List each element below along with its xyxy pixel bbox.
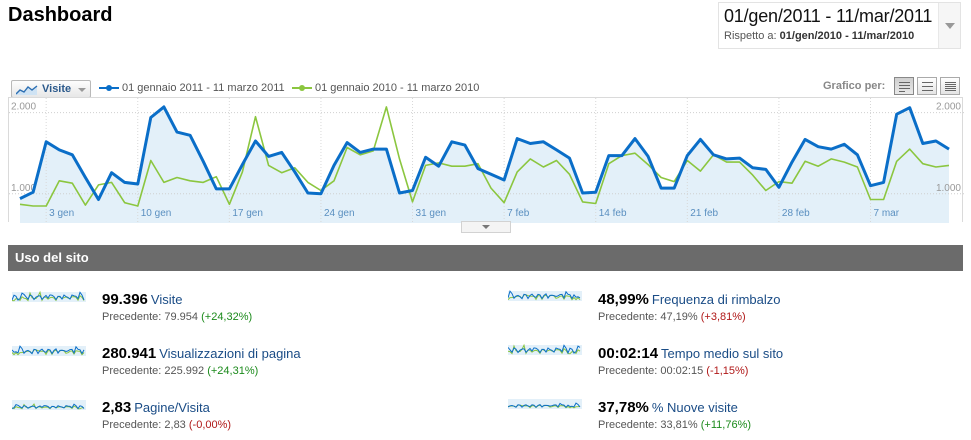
change-percent: (-1,15%) <box>706 365 749 377</box>
metric-previous: Precedente: 79.954 (+24,32%) <box>102 311 252 323</box>
x-tick-label: 10 gen <box>141 208 172 219</box>
metric-link-visits[interactable]: Visite <box>150 292 183 307</box>
metric-selector[interactable]: Visite <box>11 80 91 98</box>
metric-link-pageviews[interactable]: Visualizzazioni di pagina <box>159 346 301 361</box>
week-view-button[interactable] <box>917 77 937 95</box>
metric-bounce-rate: 48,99% Frequenza di rimbalzo Precedente: 4… <box>508 289 948 329</box>
date-range-value[interactable]: 01/gen/2011 - 11/mar/2011 <box>724 6 933 26</box>
metric-previous: Precedente: 47,19% (+3,81%) <box>598 311 746 323</box>
y-tick-label-right: 1.000 <box>936 183 961 194</box>
legend-current: 01 gennaio 2011 - 11 marzo 2011 <box>99 82 285 94</box>
change-percent: (+11,76%) <box>700 419 752 431</box>
metric-link-bounce-rate[interactable]: Frequenza di rimbalzo <box>651 292 781 307</box>
date-range-dropdown-arrow-icon[interactable] <box>938 3 960 48</box>
metric-previous: Precedente: 00:02:15 (-1,15%) <box>598 365 748 377</box>
previous-value: 2,83 <box>164 419 186 431</box>
x-tick-label: 7 feb <box>507 208 530 219</box>
x-tick-label: 31 gen <box>416 208 447 219</box>
sparkline-avg-time-on-site <box>508 343 582 355</box>
month-view-button[interactable] <box>940 77 960 95</box>
metric-pageviews: 280.941 Visualizzazioni di pagina Preceden… <box>12 343 452 383</box>
metric-line: 2,83 Pagine/Visita <box>102 399 210 416</box>
x-tick-label: 14 feb <box>599 208 627 219</box>
metric-previous: Precedente: 225.992 (+24,31%) <box>102 365 258 377</box>
previous-label: Precedente: <box>102 311 162 323</box>
metric-value: 280.941 <box>102 345 157 362</box>
legend-current-label: 01 gennaio 2011 - 11 marzo 2011 <box>122 82 285 94</box>
metric-previous: Precedente: 33,81% (+11,76%) <box>598 419 751 431</box>
x-tick-label: 3 gen <box>49 208 74 219</box>
previous-label: Precedente: <box>598 419 658 431</box>
y-tick-label-left: 1.000 <box>11 183 36 194</box>
metric-line: 48,99% Frequenza di rimbalzo <box>598 291 781 308</box>
previous-value: 79.954 <box>164 311 199 323</box>
previous-value: 225.992 <box>164 365 205 377</box>
metric-selector-label: Visite <box>42 83 72 95</box>
legend-previous-swatch <box>292 83 312 93</box>
compare-range: Rispetto a: 01/gen/2010 - 11/mar/2010 <box>724 30 914 42</box>
sparkline-bounce-rate <box>508 290 582 301</box>
previous-label: Precedente: <box>598 365 658 377</box>
chart-collapse-handle-icon[interactable] <box>461 221 511 233</box>
x-tick-label: 28 feb <box>782 208 810 219</box>
legend-current-swatch <box>99 83 119 93</box>
metric-link-new-visits[interactable]: % Nuove visite <box>651 400 738 415</box>
sparkline-new-visits <box>508 399 582 409</box>
line-chart-icon <box>16 85 38 95</box>
x-tick-label: 21 feb <box>690 208 718 219</box>
metric-new-visits: 37,78%% Nuove visite Precedente: 33,81% (… <box>508 397 948 437</box>
legend-previous-label: 01 gennaio 2010 - 11 marzo 2010 <box>315 82 480 94</box>
page-title: Dashboard <box>8 4 113 26</box>
change-percent: (+3,81%) <box>700 311 746 323</box>
series-current-line <box>19 105 950 201</box>
x-tick-label: 17 gen <box>232 208 263 219</box>
sparkline-visits <box>12 290 86 302</box>
chevron-down-icon <box>78 88 86 92</box>
metric-value: 2,83 <box>102 399 132 416</box>
metric-pages-per-visit: 2,83 Pagine/Visita Precedente: 2,83 (-0,00… <box>12 397 452 437</box>
metric-previous: Precedente: 2,83 (-0,00%) <box>102 419 231 431</box>
metric-line: 280.941 Visualizzazioni di pagina <box>102 345 301 362</box>
series-previous-line <box>19 106 950 207</box>
metric-visits: 99.396 Visite Precedente: 79.954 (+24,32%) <box>12 289 452 329</box>
change-percent: (+24,32%) <box>201 311 253 323</box>
change-percent: (-0,00%) <box>188 419 232 431</box>
day-view-button[interactable] <box>894 77 914 95</box>
metric-line: 37,78%% Nuove visite <box>598 399 738 416</box>
metric-value: 37,78% <box>598 399 649 416</box>
metric-value: 00:02:14 <box>598 345 659 362</box>
section-header-site-usage: Uso del sito <box>8 245 963 271</box>
previous-label: Precedente: <box>102 365 162 377</box>
x-tick-label: 7 mar <box>873 208 899 219</box>
previous-value: 47,19% <box>660 311 698 323</box>
change-percent: (+24,31%) <box>207 365 259 377</box>
metric-line: 00:02:14 Tempo medio sul sito <box>598 345 783 362</box>
metric-value: 48,99% <box>598 291 649 308</box>
sparkline-pages-per-visit <box>12 400 86 410</box>
y-tick-label-left: 2.000 <box>11 102 36 113</box>
sparkline-pageviews <box>12 345 86 356</box>
y-tick-label-right: 2.000 <box>936 102 961 113</box>
previous-label: Precedente: <box>598 311 658 323</box>
metric-avg-time-on-site: 00:02:14 Tempo medio sul sito Precedente: … <box>508 343 948 383</box>
previous-value: 33,81% <box>660 419 698 431</box>
chart-by-label: Grafico per: <box>823 80 886 92</box>
date-range-picker[interactable]: 01/gen/2011 - 11/mar/2011 Rispetto a: 01… <box>718 2 961 49</box>
x-tick-label: 24 gen <box>324 208 355 219</box>
visits-chart-frame: 2.000 2.000 1.000 1.000 3 gen 10 gen 17 gen 24 … <box>8 97 964 223</box>
metric-line: 99.396 Visite <box>102 291 182 308</box>
metric-link-pages-per-visit[interactable]: Pagine/Visita <box>134 400 210 415</box>
series-current-area <box>20 106 949 223</box>
legend-previous: 01 gennaio 2010 - 11 marzo 2010 <box>292 82 479 94</box>
visits-chart: 2.000 2.000 1.000 1.000 3 gen 10 gen 17 gen 24 … <box>9 98 964 223</box>
metric-value: 99.396 <box>102 291 148 308</box>
compare-range-value: 01/gen/2010 - 11/mar/2010 <box>779 30 915 42</box>
metric-link-avg-time-on-site[interactable]: Tempo medio sul sito <box>661 346 784 361</box>
previous-value: 00:02:15 <box>660 365 704 377</box>
chart-toolbar: Visite 01 gennaio 2011 - 11 marzo 2011 0… <box>11 77 961 98</box>
previous-label: Precedente: <box>102 419 162 431</box>
compare-prefix: Rispetto a: <box>724 30 777 42</box>
